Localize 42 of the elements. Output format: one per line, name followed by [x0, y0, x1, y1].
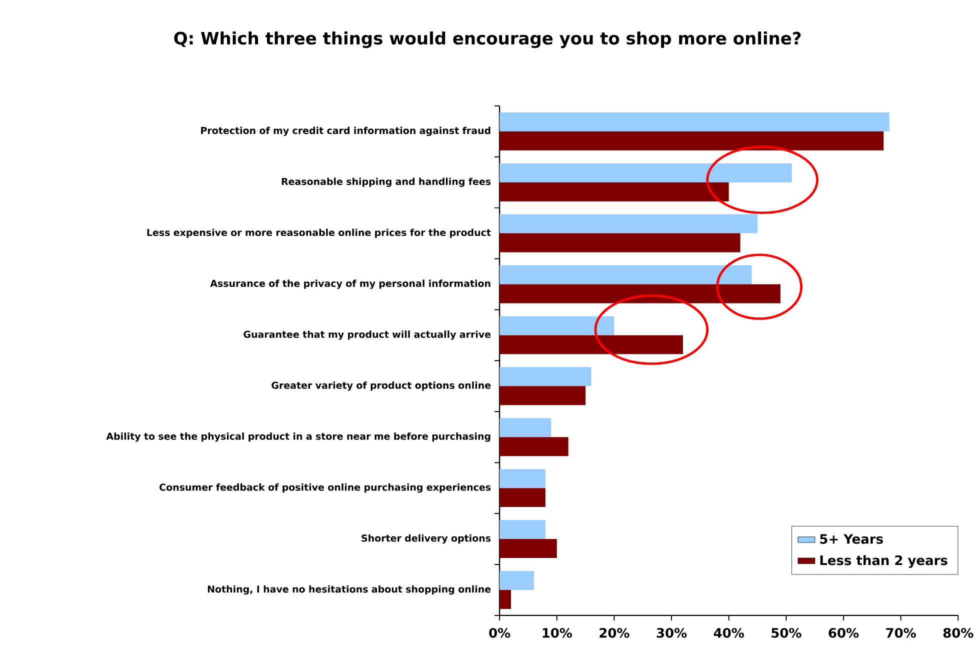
bar [500, 488, 546, 507]
x-tick-label: 0% [489, 628, 510, 638]
legend-label: 5+ Years [820, 534, 883, 544]
bar [500, 163, 792, 182]
x-tick-label: 80% [943, 628, 974, 638]
bar [500, 520, 546, 539]
y-tick-label: Protection of my credit card information against fraud [201, 126, 490, 136]
x-tick-label: 40% [714, 628, 744, 638]
bar [500, 418, 552, 437]
x-tick-label: 50% [772, 628, 802, 638]
bar [500, 538, 557, 558]
x-tick-label: 60% [828, 628, 859, 638]
x-tick-label: 30% [656, 628, 687, 638]
x-tick-label: 10% [542, 628, 572, 638]
bar [500, 366, 592, 386]
x-tick-label: 20% [600, 628, 630, 638]
bar [500, 233, 740, 252]
bar [500, 590, 512, 609]
chart-title: Q: Which three things would encourage you to shop more online? [174, 31, 801, 48]
bar [500, 284, 780, 304]
bar [500, 468, 546, 488]
y-tick-label: Greater variety of product options online [272, 381, 491, 391]
bar [500, 214, 758, 234]
bar [500, 112, 890, 132]
bar [500, 386, 586, 405]
y-tick-label: Guarantee that my product will actually arrive [244, 330, 491, 340]
legend-label: Less than 2 years [820, 554, 948, 568]
y-tick-label: Consumer feedback of positive online purchasing experiences [160, 483, 491, 492]
bar [500, 131, 884, 150]
y-tick-label: Reasonable shipping and handling fees [282, 178, 491, 187]
bar [500, 316, 614, 335]
bar [500, 570, 534, 590]
y-tick-label: Assurance of the privacy of my personal information [210, 279, 490, 289]
bar [500, 182, 729, 202]
bar [500, 335, 683, 354]
y-tick-label: Shorter delivery options [362, 534, 491, 544]
x-tick-label: 70% [886, 628, 916, 638]
y-tick-label: Ability to see the physical product in a store near me before purchasing [106, 432, 490, 442]
y-tick-label: Less expensive or more reasonable online prices for the product [147, 228, 491, 238]
y-tick-label: Nothing, I have no hesitations about shopping online [208, 585, 491, 594]
bar [500, 436, 568, 456]
bar [500, 265, 752, 284]
